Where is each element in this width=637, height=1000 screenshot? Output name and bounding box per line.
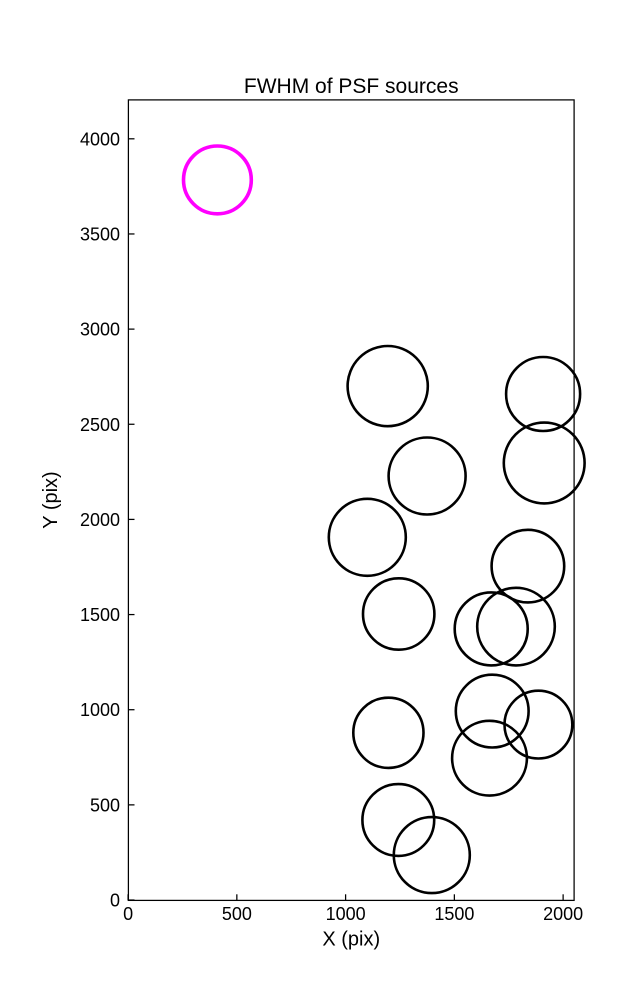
svg-text:Y (pix): Y (pix) (40, 471, 62, 528)
svg-text:1500: 1500 (434, 904, 474, 924)
svg-text:2000: 2000 (543, 904, 583, 924)
svg-text:2000: 2000 (80, 510, 120, 530)
svg-text:FWHM of PSF sources: FWHM of PSF sources (244, 75, 459, 98)
svg-text:4000: 4000 (80, 129, 120, 149)
svg-text:2500: 2500 (80, 415, 120, 435)
svg-text:3500: 3500 (80, 224, 120, 244)
svg-text:1000: 1000 (326, 904, 366, 924)
svg-text:3000: 3000 (80, 320, 120, 340)
svg-text:500: 500 (90, 795, 120, 815)
svg-text:0: 0 (123, 904, 133, 924)
svg-text:500: 500 (222, 904, 252, 924)
svg-text:1000: 1000 (80, 700, 120, 720)
svg-text:1500: 1500 (80, 605, 120, 625)
svg-text:0: 0 (110, 891, 120, 911)
svg-text:X (pix): X (pix) (322, 929, 380, 951)
